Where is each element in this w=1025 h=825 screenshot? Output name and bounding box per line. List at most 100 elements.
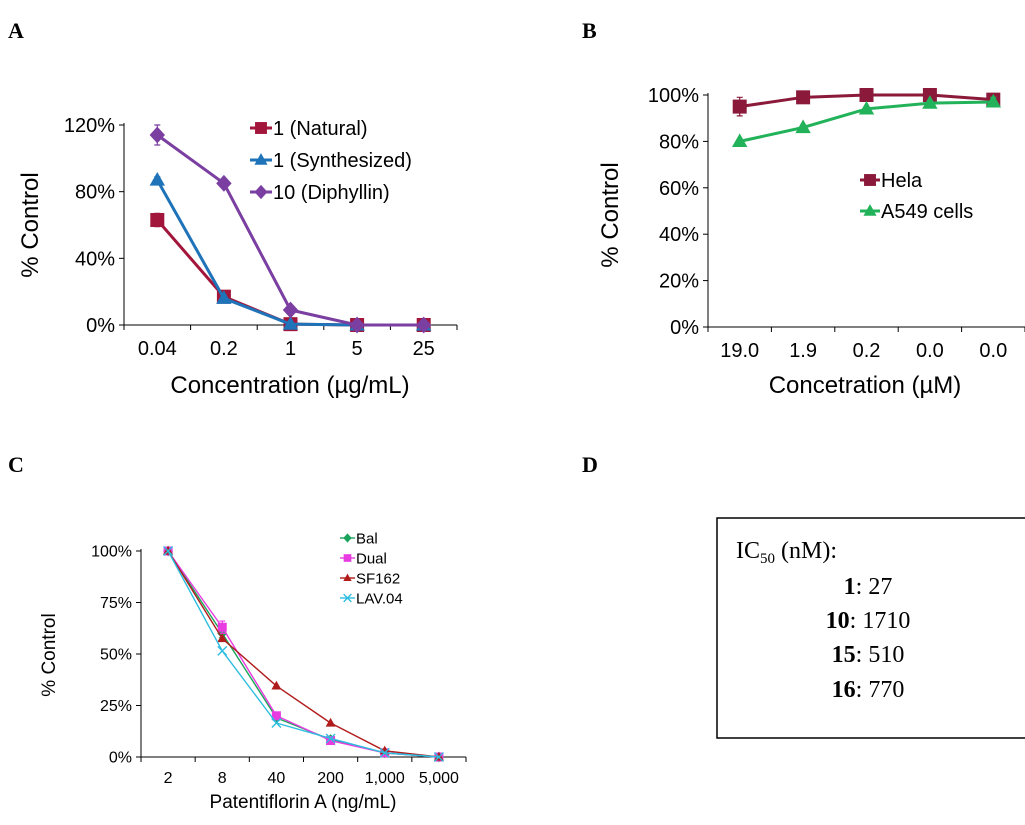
data-point-marker <box>343 593 352 603</box>
x-tick-label: 0.04 <box>138 338 177 360</box>
y-tick-label: 80% <box>75 182 115 204</box>
legend-entry: LAV.04 <box>340 590 403 607</box>
legend-label: 1 (Synthesized) <box>273 150 412 172</box>
data-point-marker <box>271 711 281 721</box>
ic50-title: IC50 (nM): <box>736 538 837 567</box>
data-point-marker <box>863 204 877 216</box>
ic50-title-subscript: 50 <box>760 551 775 567</box>
y-axis-title: % Control <box>597 162 624 267</box>
legend-label: 10 (Diphyllin) <box>273 182 390 204</box>
legend-label: SF162 <box>356 570 400 587</box>
data-point-marker <box>149 126 165 144</box>
ic50-row: 16: 770 <box>832 677 905 703</box>
legend-entry: 1 (Synthesized) <box>250 150 412 172</box>
y-tick-label: 100% <box>91 544 132 561</box>
data-point-marker <box>922 95 938 109</box>
series-line <box>167 550 439 758</box>
legend-entry: 10 (Diphyllin) <box>250 182 390 204</box>
ic50-compound: 16 <box>832 677 856 703</box>
data-point-marker <box>349 316 365 334</box>
y-tick-label: 50% <box>100 647 132 664</box>
data-point-marker <box>985 93 1001 108</box>
panel-label-a: A <box>8 18 24 43</box>
data-point-marker <box>732 133 748 147</box>
ic50-compound: 10 <box>826 608 850 634</box>
y-tick-label: 25% <box>100 698 132 715</box>
x-tick-label: 200 <box>317 770 344 787</box>
data-point-marker <box>326 736 336 746</box>
data-point-marker <box>795 119 811 134</box>
x-tick-label: 5,000 <box>419 770 459 787</box>
y-tick-label: 0% <box>109 750 132 767</box>
data-point-marker <box>796 90 811 105</box>
y-tick-label: 40% <box>75 248 115 270</box>
data-point-marker <box>343 573 352 582</box>
data-point-marker <box>343 554 352 562</box>
x-tick-label: 25 <box>413 338 435 360</box>
data-point-marker <box>858 100 875 115</box>
legend-label: A549 cells <box>881 201 973 223</box>
ic50-box: IC50 (nM): 1: 27 10: 1710 15: 510 16: 77… <box>716 517 1025 739</box>
y-tick-label: 120% <box>64 115 115 137</box>
data-point-marker <box>732 99 747 114</box>
x-tick-label: 1.9 <box>789 340 817 362</box>
ic50-row: 1: 27 <box>844 574 893 600</box>
data-point-marker <box>922 88 937 102</box>
legend-entry: Dual <box>340 550 387 567</box>
data-point-marker <box>163 546 174 556</box>
data-point-marker <box>216 290 232 304</box>
data-point-marker <box>271 718 282 729</box>
data-point-marker <box>416 316 432 334</box>
data-point-marker <box>271 680 282 690</box>
legend-entry: Hela <box>860 170 923 192</box>
series-a549-cells <box>732 93 1001 147</box>
legend-label: Hela <box>881 170 923 192</box>
panel-label-b: B <box>582 18 597 43</box>
legend-entry: SF162 <box>340 570 400 587</box>
legend-label: Bal <box>356 530 378 547</box>
data-point-marker <box>864 174 876 186</box>
ic50-value: : 27 <box>856 574 893 600</box>
x-axis-title: Concentration (µg/mL) <box>170 372 409 399</box>
ic50-title-suffix: (nM): <box>775 538 837 564</box>
x-tick-label: 1,000 <box>365 770 405 787</box>
y-tick-label: 100% <box>648 85 699 107</box>
x-tick-label: 19.0 <box>720 340 759 362</box>
y-tick-label: 60% <box>659 178 699 200</box>
ic50-title-prefix: IC <box>736 538 760 564</box>
x-tick-label: 5 <box>352 338 363 360</box>
y-tick-label: 20% <box>659 271 699 293</box>
data-point-marker <box>343 533 352 543</box>
ic50-compound: 15 <box>832 642 856 668</box>
series-10-diphyllin <box>149 124 432 334</box>
series-line <box>167 550 439 758</box>
data-point-marker <box>433 752 444 762</box>
data-point-marker <box>859 88 874 102</box>
ic50-value: : 510 <box>856 642 905 668</box>
data-point-marker <box>325 733 336 744</box>
data-point-marker <box>150 213 165 227</box>
ic50-compound: 1 <box>844 574 856 600</box>
legend-label: 1 (Natural) <box>273 118 367 140</box>
data-point-marker <box>217 633 228 643</box>
ic50-box-border <box>716 517 1025 739</box>
x-tick-label: 0.2 <box>853 340 881 362</box>
legend-label: Dual <box>356 550 387 567</box>
y-tick-label: 80% <box>659 131 699 153</box>
legend-entry: 1 (Natural) <box>250 118 367 140</box>
data-point-marker <box>254 184 268 200</box>
ic50-value: : 770 <box>856 677 905 703</box>
data-point-marker <box>149 171 165 186</box>
x-tick-label: 8 <box>218 770 227 787</box>
y-tick-label: 75% <box>100 595 132 612</box>
x-tick-label: 1 <box>285 338 296 360</box>
series-sf162 <box>163 545 444 761</box>
ic50-row: 10: 1710 <box>826 608 911 634</box>
panel-label-d: D <box>582 452 598 477</box>
y-axis-title: % Control <box>39 613 60 696</box>
data-point-marker <box>254 153 268 165</box>
panel-label-c: C <box>8 452 24 477</box>
x-tick-label: 2 <box>164 770 173 787</box>
data-point-marker <box>282 316 299 330</box>
